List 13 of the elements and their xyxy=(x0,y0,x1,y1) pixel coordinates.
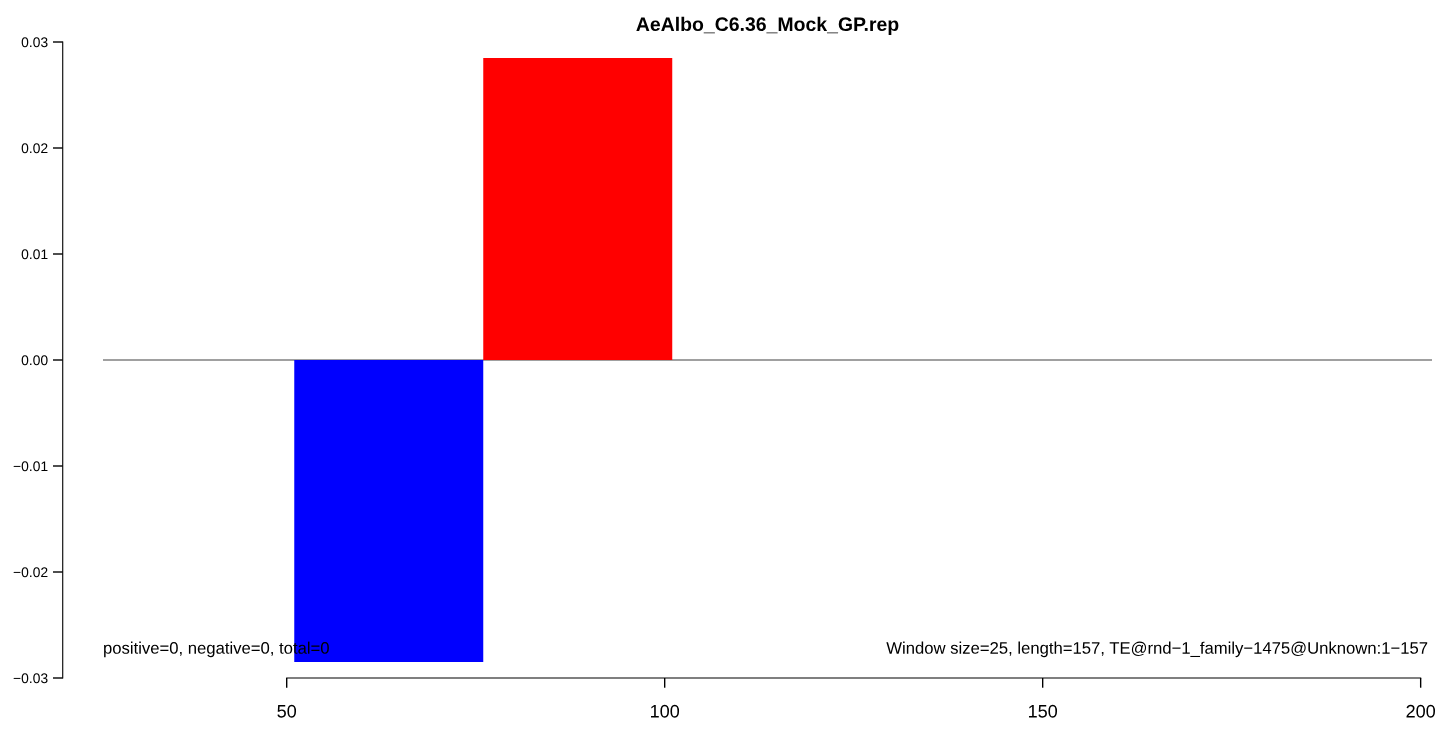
y-tick-label: −0.03 xyxy=(13,673,48,684)
chart-title: AeAlbo_C6.36_Mock_GP.rep xyxy=(636,16,899,35)
y-tick-label: 0.02 xyxy=(21,143,48,154)
x-tick-label: 50 xyxy=(277,704,297,718)
y-tick-label: 0.00 xyxy=(21,355,48,366)
y-tick-label: −0.02 xyxy=(13,567,48,578)
annotation: Window size=25, length=157, TE@rnd−1_family−1475@Unknown:1−157 xyxy=(886,641,1428,658)
x-tick-label: 200 xyxy=(1406,704,1436,718)
x-tick-label: 100 xyxy=(651,704,680,718)
y-tick-label: 0.03 xyxy=(21,37,48,48)
x-tick-label: 150 xyxy=(1028,704,1058,718)
y-tick-label: 0.01 xyxy=(21,249,48,260)
y-tick-label: −0.01 xyxy=(13,461,48,472)
